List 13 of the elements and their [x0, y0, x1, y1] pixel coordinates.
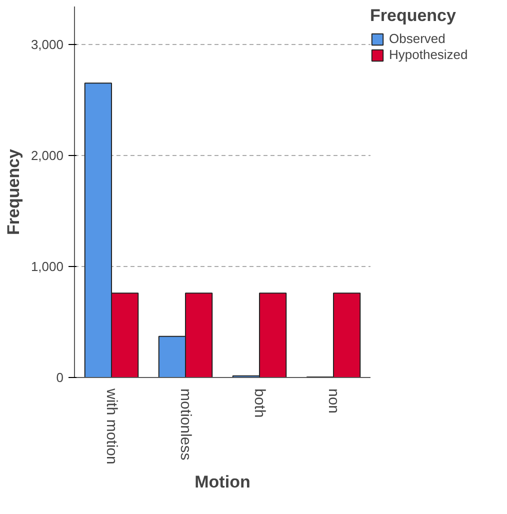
legend-title: Frequency — [370, 6, 457, 26]
x-tick-label: non — [325, 388, 342, 414]
legend-label: Hypothesized — [389, 47, 468, 62]
y-tick-label: 3,000 — [30, 36, 64, 52]
x-tick-label: both — [251, 388, 268, 418]
y-tick-label: 1,000 — [30, 258, 64, 274]
x-tick-label: with motion — [103, 388, 120, 464]
y-tick-label: 0 — [56, 370, 64, 385]
y-tick-label: 2,000 — [30, 148, 64, 163]
legend-label: Observed — [389, 31, 446, 46]
y-axis-title: Frequency — [4, 148, 23, 235]
x-tick-label: motionless — [177, 388, 194, 460]
x-axis-title: Motion — [194, 472, 250, 492]
